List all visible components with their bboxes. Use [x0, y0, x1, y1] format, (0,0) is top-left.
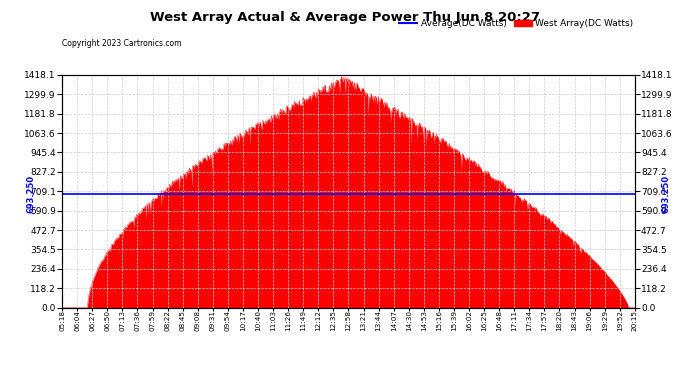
- Text: 693.250: 693.250: [662, 175, 671, 213]
- Legend: Average(DC Watts), West Array(DC Watts): Average(DC Watts), West Array(DC Watts): [395, 16, 637, 32]
- Text: West Array Actual & Average Power Thu Jun 8 20:27: West Array Actual & Average Power Thu Ju…: [150, 11, 540, 24]
- Text: Copyright 2023 Cartronics.com: Copyright 2023 Cartronics.com: [62, 39, 181, 48]
- Text: 693.250: 693.250: [26, 175, 35, 213]
